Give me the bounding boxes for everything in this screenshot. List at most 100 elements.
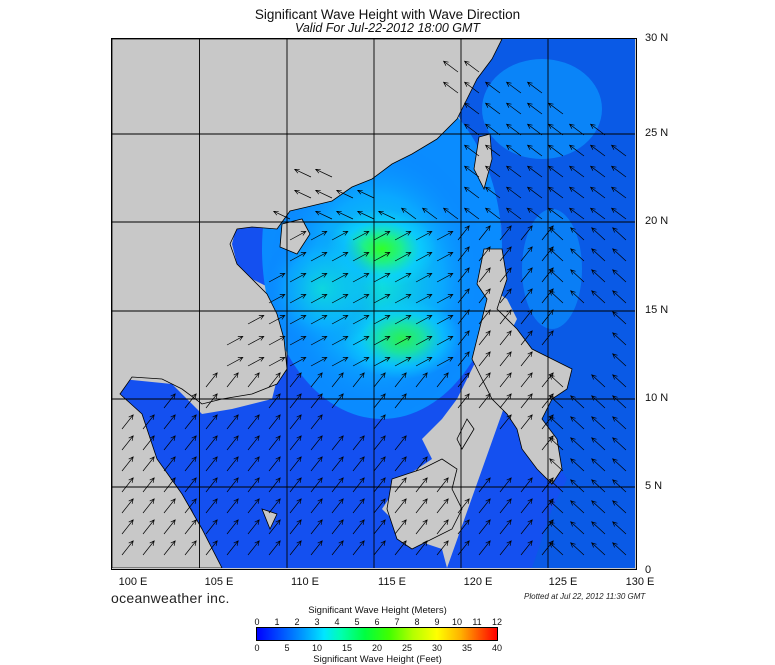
wave-direction-arrow xyxy=(436,252,454,262)
wave-direction-arrow xyxy=(373,519,386,535)
map-subtitle: Valid For Jul-22-2012 18:00 GMT xyxy=(294,21,481,35)
wave-direction-arrow xyxy=(612,479,627,493)
wave-direction-arrow xyxy=(520,372,533,388)
wave-direction-arrow xyxy=(549,542,564,556)
wave-direction-arrow xyxy=(205,414,218,430)
wave-direction-arrow xyxy=(310,231,328,241)
wave-direction-arrow xyxy=(373,498,386,514)
lon-label-110e: 110 E xyxy=(291,576,319,588)
wave-direction-arrow xyxy=(377,210,396,220)
wave-direction-arrow xyxy=(352,357,370,367)
wave-direction-arrow xyxy=(268,435,281,451)
wave-direction-arrow xyxy=(205,477,218,493)
wave-direction-arrow xyxy=(478,540,491,556)
wave-direction-arrow xyxy=(499,393,512,409)
wave-direction-arrow xyxy=(331,519,344,535)
wave-direction-arrow xyxy=(289,393,302,409)
wave-direction-arrow xyxy=(457,351,470,367)
wave-direction-arrow xyxy=(352,435,365,451)
wave-direction-arrow xyxy=(549,395,564,409)
wave-direction-arrow xyxy=(591,437,606,451)
legend-feet-tick: 20 xyxy=(371,643,383,653)
wave-direction-arrow xyxy=(331,336,349,346)
wave-direction-arrow xyxy=(547,123,564,136)
wave-direction-arrow xyxy=(591,269,606,283)
legend-meters-tick: 5 xyxy=(354,617,360,627)
wave-direction-arrow xyxy=(478,393,491,409)
wave-direction-arrow xyxy=(499,540,512,556)
wave-direction-arrow xyxy=(373,477,386,493)
wave-direction-arrow xyxy=(205,372,218,388)
wave-direction-arrow xyxy=(289,231,307,241)
wave-direction-arrow xyxy=(549,521,564,535)
legend-meters-tick: 12 xyxy=(491,617,503,627)
wave-direction-arrow xyxy=(612,311,627,325)
wave-direction-arrow xyxy=(478,246,491,262)
wave-direction-arrow xyxy=(499,246,512,262)
wave-direction-arrow xyxy=(415,357,433,367)
wave-direction-arrow xyxy=(499,477,512,493)
wave-direction-arrow xyxy=(121,456,134,472)
wave-direction-arrow xyxy=(570,479,585,493)
wave-direction-arrow xyxy=(499,330,512,346)
legend-feet-tick: 30 xyxy=(431,643,443,653)
wave-direction-arrow xyxy=(415,540,428,556)
wave-direction-arrow xyxy=(499,309,512,325)
wave-direction-arrow xyxy=(612,458,627,472)
wave-direction-arrow xyxy=(373,273,391,283)
wave-direction-arrow xyxy=(591,395,606,409)
wave-direction-arrow xyxy=(226,336,244,346)
wave-direction-arrow xyxy=(505,81,522,94)
wave-direction-arrow xyxy=(520,540,533,556)
legend-feet-ticks: 0 5 10 15 20 25 30 35 40 xyxy=(0,643,775,654)
wave-direction-arrow xyxy=(568,165,585,178)
wave-direction-arrow xyxy=(547,186,564,199)
legend-feet-tick: 0 xyxy=(254,643,260,653)
wave-direction-arrow xyxy=(463,165,480,178)
legend-feet-tick: 25 xyxy=(401,643,413,653)
wave-direction-arrow xyxy=(415,336,433,346)
wave-direction-arrow xyxy=(570,542,585,556)
wave-direction-arrow xyxy=(463,60,480,73)
wave-direction-arrow xyxy=(549,479,564,493)
wave-direction-arrow xyxy=(314,168,333,178)
wave-direction-arrow xyxy=(547,207,564,220)
wave-direction-arrow xyxy=(520,267,533,283)
wave-direction-arrow xyxy=(484,165,501,178)
wave-direction-arrow xyxy=(612,500,627,514)
wave-direction-arrow xyxy=(415,315,433,325)
legend-feet-tick: 40 xyxy=(491,643,503,653)
wave-direction-arrow xyxy=(335,210,354,220)
wave-direction-arrow xyxy=(436,357,454,367)
wave-direction-arrow xyxy=(612,227,627,241)
wave-direction-arrow xyxy=(184,414,197,430)
wave-direction-arrow xyxy=(612,416,627,430)
wave-direction-arrow xyxy=(247,498,260,514)
wave-direction-arrow xyxy=(478,267,491,283)
wave-direction-arrow xyxy=(142,498,155,514)
wave-direction-arrow xyxy=(331,357,349,367)
wave-direction-arrow xyxy=(163,498,176,514)
wave-height-map xyxy=(111,38,637,570)
wave-direction-arrow xyxy=(457,246,470,262)
wave-direction-arrow xyxy=(570,437,585,451)
wave-direction-arrow xyxy=(310,540,323,556)
wave-direction-arrow xyxy=(356,189,375,199)
wave-direction-arrow xyxy=(549,500,564,514)
wave-direction-arrow xyxy=(463,102,480,115)
wave-direction-arrow xyxy=(484,102,501,115)
wave-direction-arrow xyxy=(591,374,606,388)
wave-direction-arrow xyxy=(499,351,512,367)
wave-direction-arrow xyxy=(352,498,365,514)
wave-direction-arrow xyxy=(612,542,627,556)
wave-direction-arrow xyxy=(293,168,312,178)
wave-direction-arrow xyxy=(205,456,218,472)
wave-direction-arrow xyxy=(541,330,554,346)
wave-direction-arrow xyxy=(591,290,606,304)
wave-direction-arrow xyxy=(373,336,391,346)
wave-direction-arrow xyxy=(549,269,564,283)
wave-direction-arrow xyxy=(520,519,533,535)
wave-direction-arrow xyxy=(415,477,428,493)
wave-direction-arrow xyxy=(591,521,606,535)
wave-direction-arrow xyxy=(415,252,433,262)
